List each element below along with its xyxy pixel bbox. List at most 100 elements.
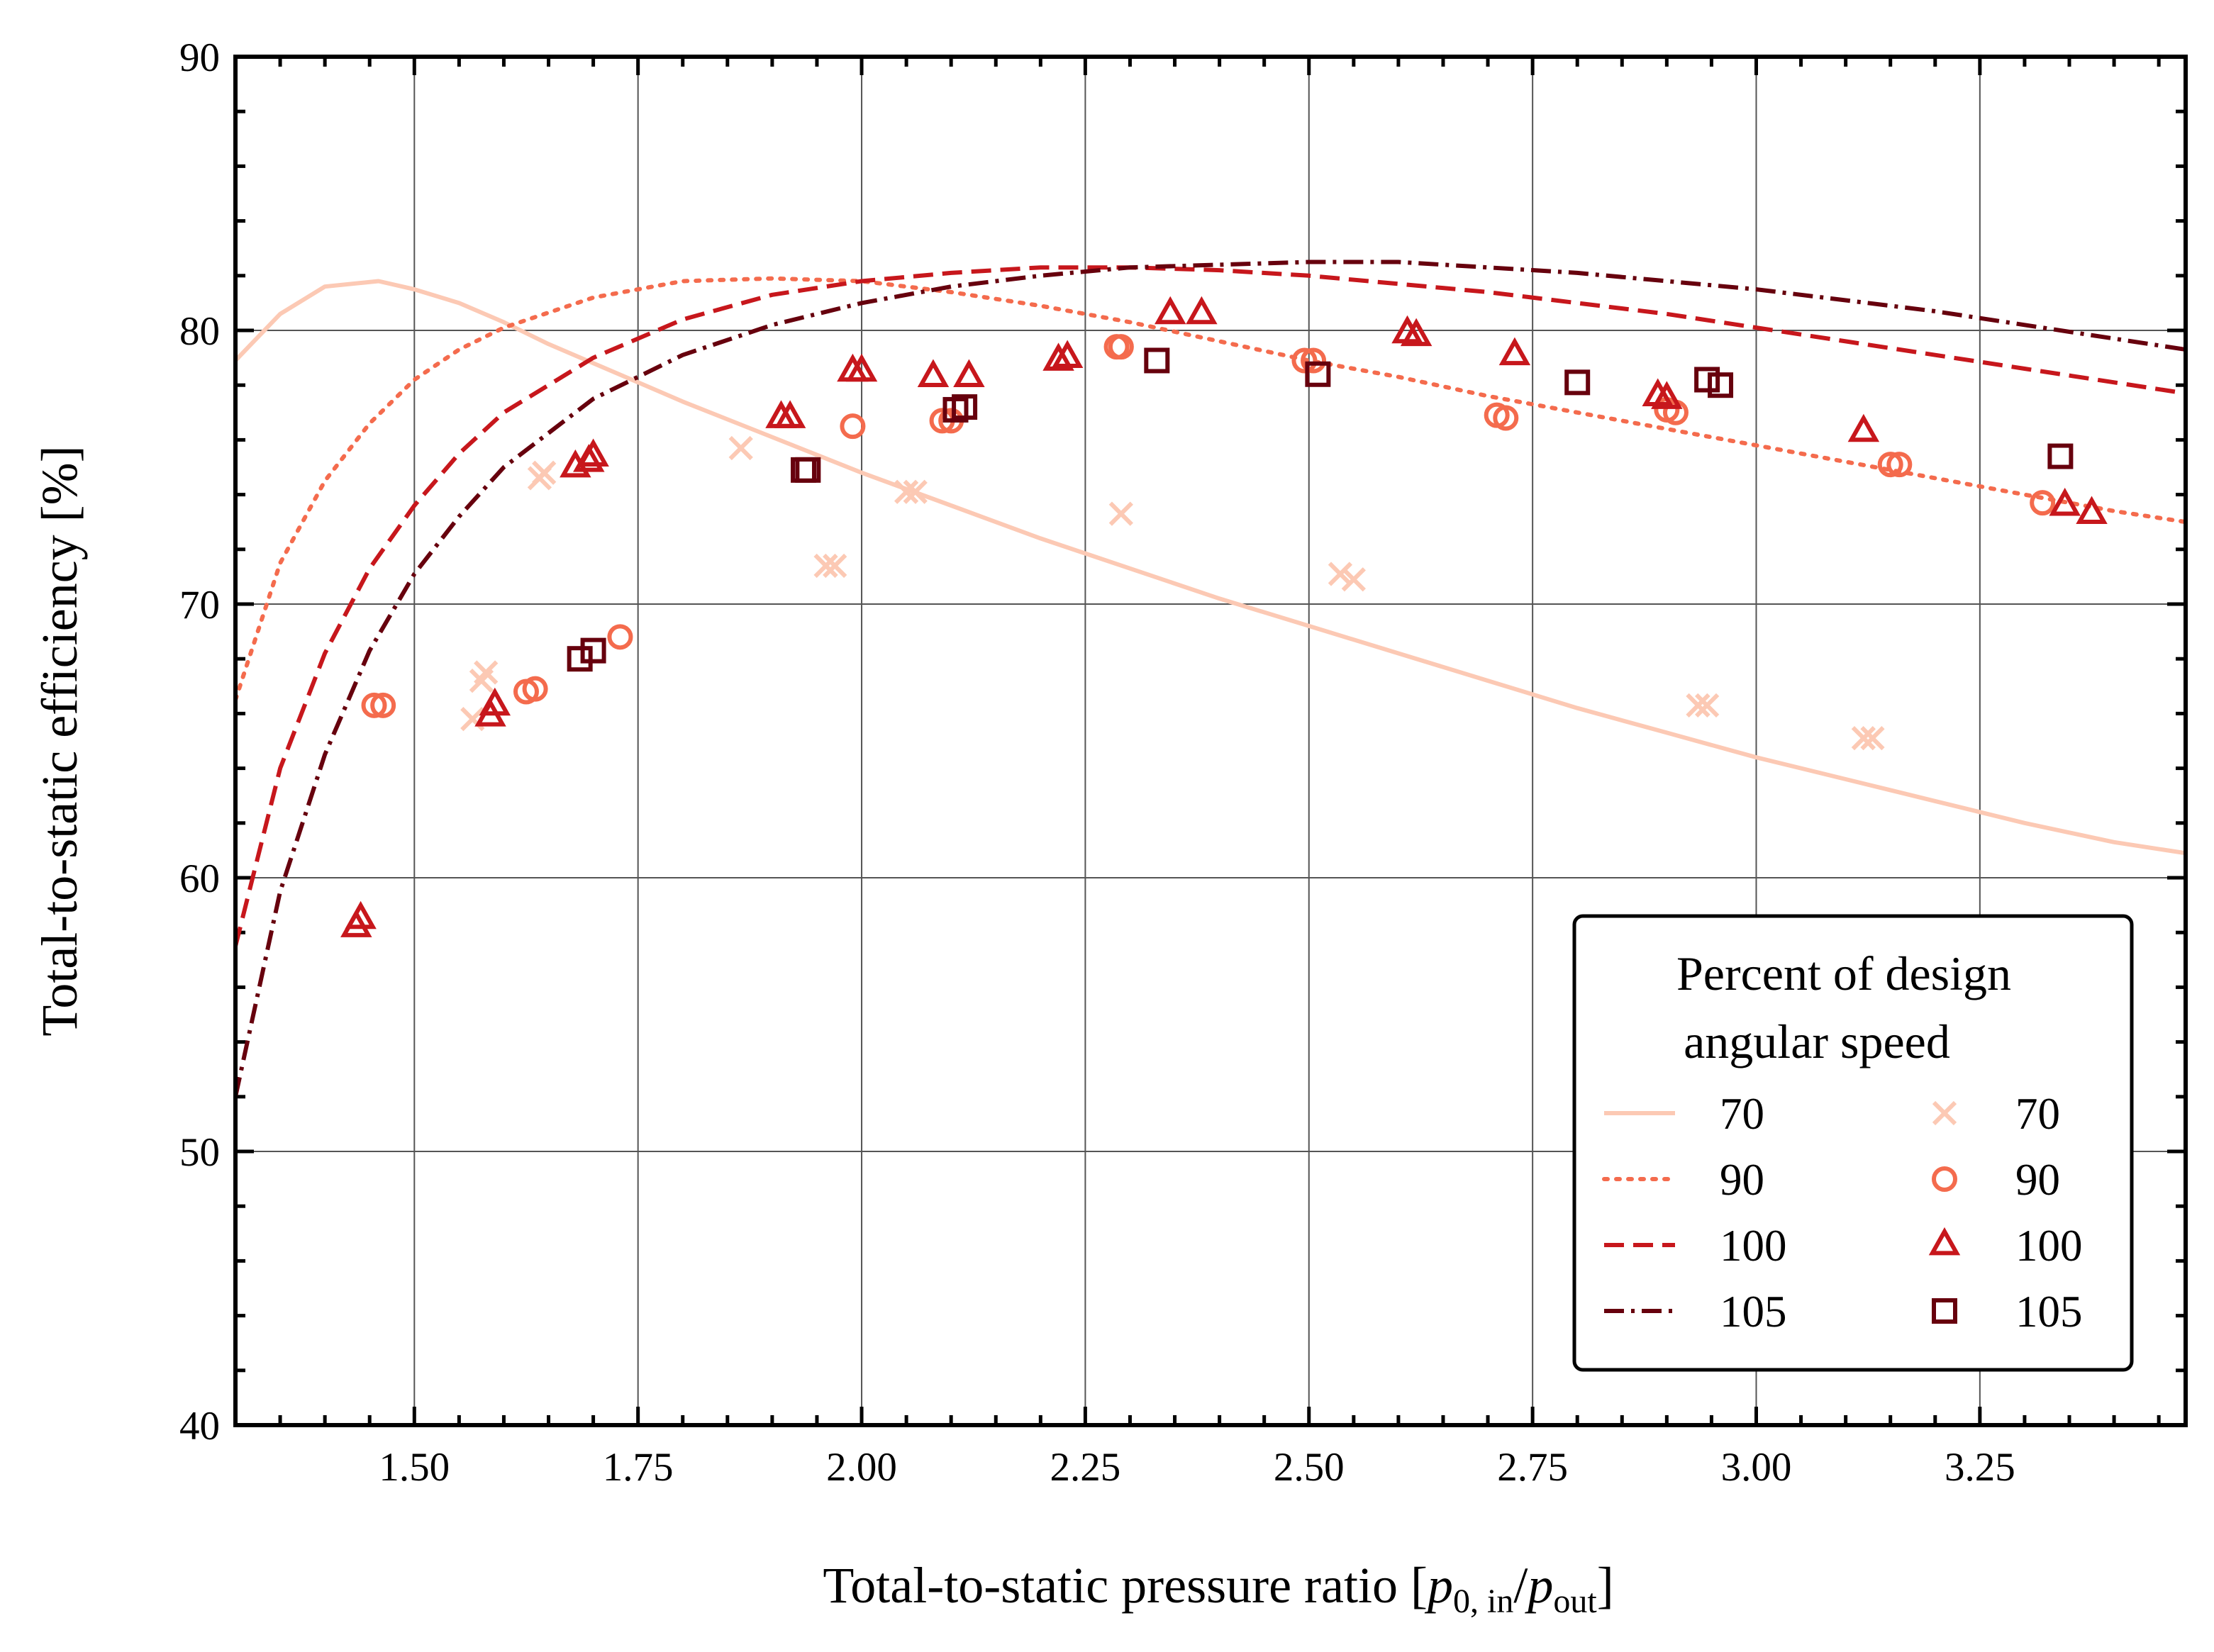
data-point-70: [1860, 726, 1885, 751]
data-point-100: [1651, 381, 1683, 409]
data-point-70: [1851, 726, 1876, 751]
y-tick-labels: 40 50 60 70 80 90: [179, 35, 220, 1449]
marker-stroke: [1341, 567, 1366, 592]
data-point-70: [1694, 693, 1720, 718]
data-point-100: [1186, 296, 1218, 325]
data-point-70: [1686, 693, 1710, 718]
plot-area: [235, 259, 2186, 1098]
data-point-90: [1108, 334, 1134, 360]
marker-stroke: [1860, 726, 1885, 751]
x-tick-label: 3.25: [1945, 1445, 2015, 1490]
data-point-70: [823, 553, 847, 579]
data-point-90: [370, 692, 396, 718]
data-point-70: [903, 479, 928, 504]
data-point-90: [840, 413, 866, 440]
legend-title-line1: Percent of design: [1676, 947, 2011, 1000]
data-point-105: [1144, 347, 1170, 374]
data-point-105: [1708, 372, 1734, 398]
data-point-100: [1847, 413, 1880, 442]
legend-line-label: 100: [1720, 1221, 1787, 1271]
data-point-105: [580, 637, 606, 664]
x-tick-label: 2.75: [1497, 1445, 1568, 1490]
x-tick-labels: 1.50 1.75 2.00 2.25 2.50 2.75 3.00 3.25: [379, 1445, 2015, 1490]
legend-marker-label: 105: [2015, 1287, 2083, 1336]
marker-stroke: [532, 460, 557, 485]
y-tick-label: 70: [179, 583, 220, 627]
data-point-100: [2076, 496, 2108, 525]
legend-line-label: 70: [1720, 1089, 1764, 1139]
x-tick-label: 2.00: [826, 1445, 897, 1490]
legend-box: [1572, 914, 2134, 1372]
marker-stroke: [1932, 1100, 1957, 1126]
data-point-105: [795, 457, 821, 483]
marker-stroke: [460, 706, 485, 732]
model-curves: [235, 259, 2186, 1098]
data-point-90: [522, 676, 548, 702]
data-point-100: [917, 359, 950, 388]
legend-marker-100: [1928, 1227, 1961, 1256]
legend: Percent of design angular speed 70 90 100 1…: [1572, 914, 2134, 1372]
data-point-100: [345, 900, 377, 930]
data-point-105: [567, 646, 593, 672]
data-point-100: [2049, 487, 2081, 516]
marker-stroke: [1686, 693, 1710, 718]
data-point-90: [1291, 347, 1318, 374]
legend-marker-90: [1932, 1166, 1957, 1192]
grid: [235, 57, 2186, 1425]
data-point-105: [1564, 369, 1591, 396]
data-point-70: [894, 479, 919, 504]
data-point-70: [1341, 567, 1366, 592]
data-point-90: [1493, 405, 1519, 431]
legend-marker-label: 70: [2015, 1089, 2060, 1139]
legend-marker-70: [1932, 1100, 1957, 1126]
y-axis-label: Total-to-static efficiency [%]: [31, 445, 88, 1036]
data-point-70: [1328, 562, 1353, 586]
legend-line-label: 90: [1720, 1155, 1764, 1205]
marker-stroke: [903, 479, 928, 504]
y-tick-label: 90: [179, 35, 220, 80]
legend-marker-label: 100: [2015, 1221, 2083, 1271]
data-point-100: [479, 687, 511, 716]
legend-marker-label: 90: [2015, 1155, 2060, 1205]
experimental-markers: [340, 296, 2108, 937]
data-point-70: [813, 553, 838, 579]
data-point-90: [1877, 452, 1903, 478]
data-point-100: [845, 353, 878, 382]
marker-stroke: [823, 553, 847, 579]
marker-stroke: [1851, 726, 1876, 751]
legend-entries: 70 90 100 105 70 90 100 105: [1602, 1089, 2083, 1336]
marker-stroke: [1694, 693, 1720, 718]
data-point-70: [728, 435, 753, 461]
y-tick-label: 50: [179, 1130, 220, 1175]
plot-frame: [233, 55, 2188, 1427]
marker-stroke: [474, 660, 499, 685]
x-tick-label: 3.00: [1721, 1445, 1792, 1490]
marker-stroke: [813, 553, 838, 579]
legend-line-label: 105: [1720, 1287, 1787, 1336]
data-point-90: [607, 624, 633, 650]
marker-stroke: [894, 479, 919, 504]
y-tick-label: 60: [179, 856, 220, 901]
marker-stroke: [1328, 562, 1353, 586]
marker-stroke: [1108, 501, 1133, 526]
data-point-100: [774, 400, 806, 428]
data-point-90: [1886, 452, 1913, 478]
y-tick-label: 80: [179, 309, 220, 354]
data-point-90: [1301, 347, 1327, 374]
marker-stroke: [728, 435, 753, 461]
x-tick-label: 1.75: [603, 1445, 674, 1490]
data-point-105: [1305, 361, 1331, 387]
legend-marker-105: [1932, 1298, 1957, 1324]
data-point-100: [577, 438, 609, 467]
data-point-105: [952, 394, 978, 420]
data-point-105: [1694, 367, 1720, 393]
data-point-70: [1108, 501, 1133, 526]
data-point-100: [1051, 340, 1084, 368]
data-point-70: [532, 460, 557, 485]
data-point-90: [2030, 490, 2056, 516]
data-point-70: [474, 660, 499, 685]
x-tick-label: 2.50: [1274, 1445, 1345, 1490]
data-point-90: [361, 692, 387, 718]
